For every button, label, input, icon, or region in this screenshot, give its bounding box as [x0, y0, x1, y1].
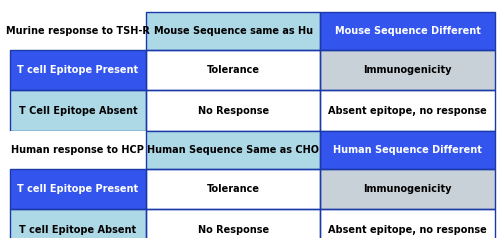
Text: Human Sequence Different: Human Sequence Different: [334, 145, 482, 155]
Bar: [146, 209, 320, 238]
Bar: [10, 209, 146, 238]
Bar: [146, 12, 320, 50]
Bar: [320, 50, 495, 90]
Bar: [146, 12, 320, 50]
Text: Immunogenicity: Immunogenicity: [364, 184, 452, 194]
Text: Absent epitope, no response: Absent epitope, no response: [328, 225, 487, 235]
Bar: [10, 50, 146, 90]
Bar: [146, 131, 320, 169]
Bar: [320, 169, 495, 209]
Bar: [146, 50, 320, 90]
Bar: [10, 131, 146, 169]
Bar: [10, 169, 146, 209]
Text: Tolerance: Tolerance: [206, 65, 260, 75]
Text: Absent epitope, no response: Absent epitope, no response: [328, 106, 487, 116]
Bar: [320, 50, 495, 90]
Text: Tolerance: Tolerance: [206, 184, 260, 194]
Bar: [10, 90, 146, 131]
Bar: [146, 169, 320, 209]
Bar: [10, 90, 146, 131]
Bar: [320, 12, 495, 50]
Text: T cell Epitope Present: T cell Epitope Present: [18, 65, 138, 75]
Text: Mouse Sequence Different: Mouse Sequence Different: [335, 26, 480, 36]
Bar: [320, 12, 495, 50]
Bar: [146, 209, 320, 238]
Text: T Cell Epitope Absent: T Cell Epitope Absent: [18, 106, 137, 116]
Bar: [146, 90, 320, 131]
Bar: [10, 12, 146, 50]
Text: T cell Epitope Absent: T cell Epitope Absent: [20, 225, 136, 235]
Text: Human response to HCP: Human response to HCP: [12, 145, 144, 155]
Bar: [320, 131, 495, 169]
Text: No Response: No Response: [198, 106, 268, 116]
Bar: [320, 209, 495, 238]
Bar: [146, 131, 320, 169]
Text: Mouse Sequence same as Hu: Mouse Sequence same as Hu: [154, 26, 312, 36]
Bar: [320, 209, 495, 238]
Bar: [320, 90, 495, 131]
Bar: [146, 169, 320, 209]
Text: No Response: No Response: [198, 225, 268, 235]
Bar: [320, 90, 495, 131]
Bar: [320, 169, 495, 209]
Text: Immunogenicity: Immunogenicity: [364, 65, 452, 75]
Text: Human Sequence Same as CHO: Human Sequence Same as CHO: [147, 145, 319, 155]
Text: T cell Epitope Present: T cell Epitope Present: [18, 184, 138, 194]
Bar: [10, 209, 146, 238]
Text: Murine response to TSH-R: Murine response to TSH-R: [6, 26, 150, 36]
Bar: [10, 169, 146, 209]
Bar: [146, 90, 320, 131]
Bar: [320, 131, 495, 169]
Bar: [146, 50, 320, 90]
Bar: [10, 50, 146, 90]
